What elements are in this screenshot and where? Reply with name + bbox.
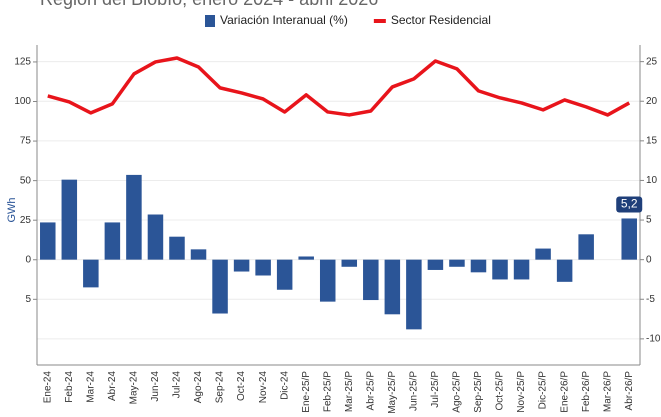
- x-tick-label: May-25/P: [387, 371, 398, 414]
- value-label-box: [616, 196, 643, 213]
- bar: [147, 214, 164, 260]
- x-tick-label: Ene-26/P: [559, 371, 570, 413]
- x-tick-label: Jul-24: [172, 371, 183, 399]
- legend-label: Sector Residencial: [391, 13, 491, 27]
- x-tick-label: Sep-25/P: [473, 371, 484, 413]
- bar: [406, 259, 422, 330]
- bar: [621, 218, 637, 260]
- x-tick-label: Mar-25/P: [344, 371, 355, 412]
- bar: [61, 179, 78, 260]
- bar: [384, 259, 401, 315]
- line: [47, 56, 631, 117]
- y2-tick-label: 0: [646, 254, 652, 265]
- y2-tick-label: 10: [646, 175, 658, 186]
- bar: [255, 259, 271, 276]
- y2-tick-label: -5: [646, 294, 655, 305]
- x-tick-label: Feb-25/P: [322, 371, 333, 412]
- x-tick-label: Mar-26/P: [602, 371, 613, 412]
- x-tick-label: Sep-24: [215, 371, 226, 404]
- bar: [492, 259, 508, 280]
- bar: [169, 236, 185, 260]
- bar: [233, 259, 250, 272]
- bar: [449, 259, 465, 267]
- bar: [40, 222, 56, 260]
- x-tick-label: Abr-24: [107, 371, 118, 401]
- bar: [363, 259, 379, 301]
- y-tick-label: 125: [14, 57, 31, 68]
- bar: [470, 259, 487, 273]
- x-tick-label: Jul-25/P: [430, 371, 441, 408]
- x-tick-label: Abr-26/P: [624, 371, 635, 411]
- x-tick-label: Feb-24: [64, 371, 75, 403]
- x-tick-label: Ene-24: [42, 371, 53, 404]
- x-tick-label: Oct-24: [236, 371, 247, 401]
- bar: [212, 259, 228, 314]
- x-tick-label: Abr-25/P: [365, 371, 376, 411]
- bar: [556, 259, 573, 282]
- bar: [513, 259, 530, 280]
- legend-label: Variación Interanual (%): [220, 13, 348, 27]
- bar: [427, 259, 444, 270]
- y2-tick-label: 15: [646, 135, 658, 146]
- bar: [276, 259, 293, 290]
- bar: [104, 222, 121, 260]
- legend-swatch: [205, 15, 215, 27]
- bar: [126, 174, 142, 260]
- y-tick-label: 75: [20, 136, 32, 147]
- y-axis-label: GWh: [6, 197, 18, 222]
- x-tick-label: Feb-26/P: [581, 371, 592, 412]
- y-tick-label: 100: [14, 96, 31, 107]
- y-tick-label: 0: [25, 254, 31, 265]
- y-tick-label: 50: [20, 175, 32, 186]
- x-tick-label: Ago-24: [193, 371, 204, 404]
- y-tick-label: 25: [20, 215, 32, 226]
- y2-tick-label: 20: [646, 96, 658, 107]
- x-tick-label: Nov-25/P: [516, 371, 527, 413]
- x-tick-label: Mar-24: [85, 371, 96, 403]
- bar: [298, 256, 314, 260]
- y2-tick-label: 5: [646, 215, 652, 226]
- x-tick-label: Oct-25/P: [495, 371, 506, 411]
- y2-tick-label: -10: [646, 334, 661, 345]
- x-tick-label: Dic-25/P: [538, 371, 549, 410]
- bar: [319, 259, 336, 302]
- value-label: 5,2: [621, 197, 638, 211]
- bar: [535, 248, 551, 260]
- bar: [83, 259, 99, 288]
- bar: [578, 234, 594, 260]
- bar: [190, 249, 207, 260]
- x-tick-label: Ago-25/P: [452, 371, 463, 413]
- x-tick-label: Ene-25/P: [301, 371, 312, 413]
- x-tick-label: May-24: [129, 371, 140, 405]
- x-tick-label: Jun-24: [150, 371, 161, 402]
- chart-title: Región del Biobío, enero 2024 - abril 20…: [40, 0, 378, 9]
- x-tick-label: Jun-25/P: [409, 371, 420, 411]
- x-tick-label: Nov-24: [258, 371, 269, 404]
- bar: [341, 259, 358, 267]
- y-tick-label: 5: [25, 294, 31, 305]
- x-tick-label: Dic-24: [279, 371, 290, 400]
- y2-tick-label: 25: [646, 56, 658, 67]
